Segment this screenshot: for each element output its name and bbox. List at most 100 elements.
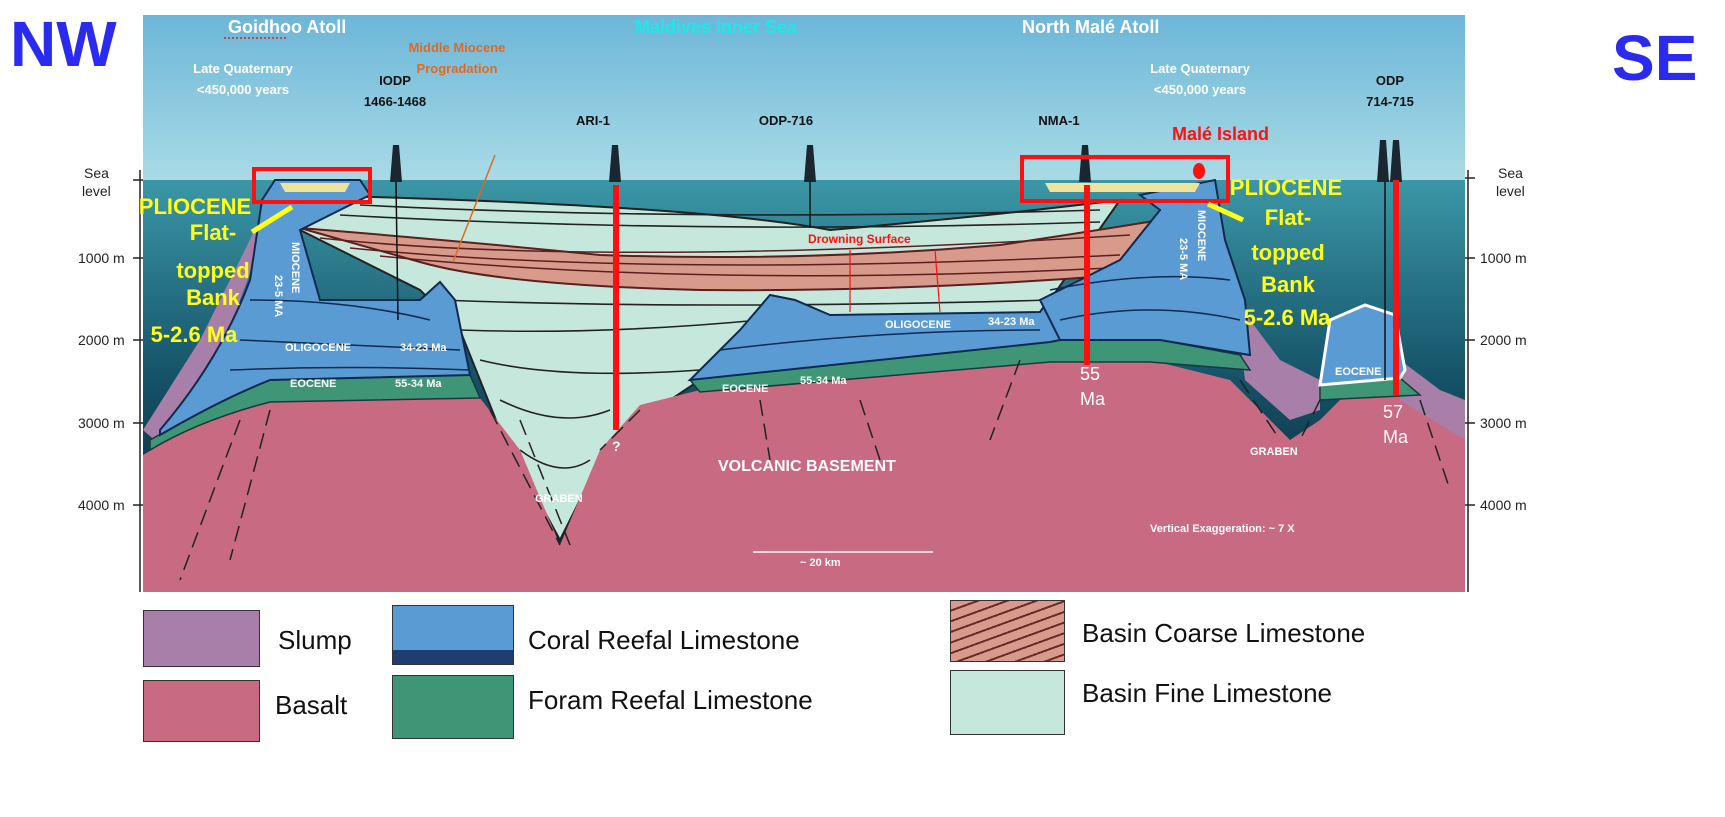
oligocene-label: OLIGOCENE: [285, 342, 351, 354]
progradation-label: Progradation: [417, 61, 498, 76]
male-island-label: Malé Island: [1172, 124, 1269, 144]
coral-reefal-limestone-left: [159, 179, 472, 437]
age-odp: 57: [1383, 402, 1403, 422]
pliocene-arrow-left: [250, 204, 294, 235]
highlight-box-left: [252, 167, 372, 204]
derrick-icon: [804, 145, 816, 182]
late-quaternary-left: Late Quaternary: [193, 61, 293, 76]
pliocene-label-left: PLIOCENE: [139, 194, 251, 219]
coral-reefal-limestone-middle: [687, 293, 1061, 382]
legend-swatch-coral: [392, 605, 514, 665]
legend-label-coral: Coral Reefal Limestone: [528, 625, 800, 655]
oligocene-age: 34-23 Ma: [988, 316, 1035, 328]
depth-tick-label: 1000 m: [1480, 250, 1527, 266]
oligocene-age: 34-23 Ma: [400, 342, 447, 354]
age-odp: Ma: [1383, 427, 1409, 447]
faults: [179, 359, 1451, 581]
pliocene-bank-right: [1045, 183, 1200, 192]
legend-swatch-basin-coarse: [950, 600, 1065, 662]
sea-level-label-right: Sea: [1498, 165, 1523, 181]
well-label: 1466-1468: [364, 94, 426, 109]
sky: [143, 15, 1465, 181]
coarse-bedding-lines: [319, 234, 1131, 277]
legend-swatch-basalt: [143, 680, 260, 742]
eocene-age: 55-34 Ma: [800, 375, 847, 387]
pliocene-label-right: Bank: [1261, 272, 1316, 297]
well-paths: [395, 181, 1386, 380]
well-label: IODP: [379, 73, 411, 88]
slump-far-right: [1400, 360, 1465, 440]
miocene-label-left: MIOCENE: [289, 242, 301, 293]
depth-tick-label: 4000 m: [1480, 497, 1527, 513]
red-well-bars: [613, 180, 1399, 430]
fine-bedding-lines: [339, 204, 1101, 469]
inner-sea-title: Maldives Inner Sea: [635, 17, 798, 37]
well-label: ARI-1: [576, 113, 610, 128]
miocene-age-left: 23-5 MA: [272, 275, 284, 317]
north-male-atoll-title: North Malé Atoll: [1022, 17, 1159, 37]
exaggeration-label: Vertical Exaggeration: ~ 7 X: [1150, 523, 1295, 535]
legend-label-basin-fine: Basin Fine Limestone: [1082, 678, 1333, 708]
pliocene-label-right: 5-2.6 Ma: [1244, 305, 1332, 330]
scale-label: ~ 20 km: [800, 557, 841, 569]
miocene-age-right: 23-5 MA: [1177, 238, 1189, 280]
sea-level-label-right: level: [1496, 183, 1525, 199]
pliocene-label-left: 5-2.6 Ma: [151, 322, 239, 347]
derrick-icon: [1079, 145, 1091, 182]
well-label: ODP: [1376, 73, 1405, 88]
coral-reefal-limestone-right: [1038, 178, 1252, 357]
volcanic-basement-label: VOLCANIC BASEMENT: [718, 458, 896, 475]
legend-swatch-slump: [143, 610, 260, 667]
pliocene-bank-left: [280, 183, 350, 192]
legend-label-basin-coarse: Basin Coarse Limestone: [1082, 618, 1366, 648]
axis-ticks: [133, 177, 1475, 506]
pliocene-label-right: topped: [1251, 240, 1324, 265]
direction-nw: NW: [10, 8, 117, 80]
question-mark: ?: [612, 438, 621, 454]
eocene-label: EOCENE: [290, 378, 336, 390]
drowning-surface-label: Drowning Surface: [808, 232, 911, 246]
legend-swatch-foram: [392, 675, 514, 739]
highlight-box-right: [1020, 155, 1230, 203]
eocene-label: EOCENE: [722, 383, 768, 395]
legend-label-basalt: Basalt: [275, 690, 348, 720]
depth-tick-label: 3000 m: [1480, 415, 1527, 431]
derrick-icon: [390, 145, 402, 182]
pliocene-label-right: Flat-: [1265, 205, 1311, 230]
derrick-icon: [1390, 140, 1402, 182]
pliocene-arrow-right: [1206, 201, 1245, 223]
pliocene-label-left: topped: [176, 258, 249, 283]
derrick-icon: [609, 145, 621, 182]
slump-left: [143, 215, 270, 445]
late-quaternary-right: Late Quaternary: [1150, 61, 1250, 76]
legend-label-slump: Slump: [278, 625, 352, 655]
pliocene-label-left: Bank: [186, 285, 241, 310]
pliocene-label-left: Flat-: [190, 220, 236, 245]
progradation-arrow: [452, 154, 496, 263]
well-label: 714-715: [1366, 94, 1414, 109]
depth-tick-label: 1000 m: [78, 250, 125, 266]
age-nma: Ma: [1080, 389, 1106, 409]
well-derricks: [390, 140, 1402, 182]
sea-level-label-left: level: [82, 183, 111, 199]
legend-label-foram: Foram Reefal Limestone: [528, 685, 813, 715]
depth-tick-label: 3000 m: [78, 415, 125, 431]
slump-right: [1235, 300, 1320, 420]
drowning-arrow-2: [934, 249, 941, 313]
progradation-label: Middle Miocene: [409, 40, 506, 55]
well-label: ODP-716: [759, 113, 813, 128]
well-label: NMA-1: [1038, 113, 1079, 128]
basalt: [143, 360, 1465, 592]
eocene-label: EOCENE: [1335, 366, 1381, 378]
late-quaternary-left: <450,000 years: [197, 82, 289, 97]
depth-tick-label: 2000 m: [78, 332, 125, 348]
graben-label: GRABEN: [535, 493, 583, 505]
depth-tick-label: 4000 m: [78, 497, 125, 513]
legend-swatch-basin-fine: [950, 670, 1065, 735]
eocene-age: 55-34 Ma: [395, 378, 442, 390]
goidhoo-atoll-title: Goidhoo Atoll: [228, 17, 346, 37]
oligocene-label: OLIGOCENE: [885, 319, 951, 331]
male-island-marker: [1193, 163, 1205, 179]
late-quaternary-right: <450,000 years: [1154, 82, 1246, 97]
